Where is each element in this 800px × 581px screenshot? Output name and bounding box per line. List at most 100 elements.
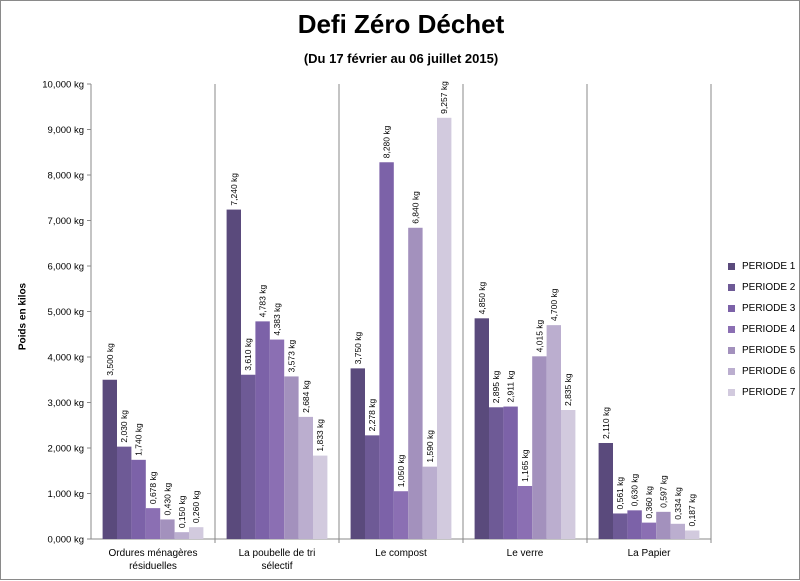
data-label-bg — [409, 178, 422, 224]
data-label-bg — [438, 68, 451, 114]
data-label-bg — [242, 325, 255, 371]
bar — [379, 162, 394, 539]
legend: PERIODE 1 PERIODE 2 PERIODE 3 PERIODE 4 PERI… — [728, 256, 795, 403]
bar — [160, 519, 175, 539]
legend-swatch — [728, 284, 735, 291]
data-label: 9,257 kg — [439, 81, 449, 114]
data-label: 0,630 kg — [630, 473, 640, 506]
bar — [474, 318, 489, 539]
y-axis-ticks: 0,000 kg 1,000 kg 2,000 kg 3,000 kg 4,000 kg… — [42, 80, 91, 546]
bar — [117, 446, 132, 539]
y-tick-label: 6,000 kg — [48, 262, 84, 273]
bar — [546, 325, 561, 539]
data-label: 3,500 kg — [105, 343, 115, 376]
legend-item: PERIODE 4 — [728, 319, 795, 340]
data-label: 3,610 kg — [243, 338, 253, 371]
data-label-bg — [314, 405, 327, 452]
y-tick-label: 3,000 kg — [48, 398, 84, 409]
bar — [641, 522, 657, 539]
data-label-bg — [285, 326, 298, 373]
legend-swatch — [728, 326, 735, 333]
data-label: 1,740 kg — [134, 423, 144, 456]
bar — [131, 459, 146, 539]
data-label: 4,015 kg — [534, 319, 544, 352]
data-label-bg — [118, 397, 131, 443]
legend-label: PERIODE 6 — [742, 366, 796, 377]
data-label: 6,840 kg — [410, 191, 420, 224]
data-label-bg — [175, 482, 188, 529]
data-label: 0,561 kg — [615, 477, 625, 510]
data-label: 4,783 kg — [258, 284, 268, 317]
bar — [313, 455, 328, 539]
data-label-bg — [103, 330, 116, 376]
legend-label: PERIODE 2 — [742, 282, 796, 293]
category-separators — [214, 84, 712, 543]
data-label-bg — [190, 477, 203, 524]
data-label-bg — [161, 469, 174, 516]
legend-swatch — [728, 305, 735, 312]
data-label: 1,833 kg — [315, 419, 325, 452]
data-label-bg — [395, 441, 407, 488]
bar — [613, 513, 628, 539]
bar — [517, 485, 533, 539]
x-tick-label: Le verre — [507, 548, 544, 559]
data-label: 0,334 kg — [673, 487, 683, 520]
bar — [670, 523, 685, 539]
bar — [422, 466, 437, 539]
bar — [532, 356, 547, 539]
y-tick-label: 7,000 kg — [48, 216, 84, 227]
data-label-bg — [256, 271, 269, 318]
data-labels: 3,500 kg 7,240 kg 3,750 kg 4,850 kg 2,110 kg… — [103, 68, 699, 529]
data-label: 7,240 kg — [229, 173, 239, 206]
bar — [269, 339, 285, 539]
data-label: 0,360 kg — [644, 486, 654, 519]
legend-item: PERIODE 5 — [728, 340, 795, 361]
x-tick-label: Ordures ménagères résiduelles — [109, 548, 198, 572]
data-label: 0,260 kg — [191, 490, 201, 523]
bar — [685, 530, 700, 539]
bar — [503, 406, 518, 539]
data-label: 0,597 kg — [658, 475, 668, 508]
data-label-bg — [380, 112, 393, 159]
data-label: 2,835 kg — [563, 373, 573, 406]
y-tick-label: 2,000 kg — [48, 444, 84, 455]
bar — [489, 407, 504, 539]
data-label: 2,278 kg — [367, 398, 377, 431]
data-label: 1,165 kg — [520, 449, 530, 482]
data-label: 2,895 kg — [491, 370, 501, 403]
bar — [350, 368, 365, 539]
data-label: 0,430 kg — [162, 483, 172, 516]
legend-item: PERIODE 1 — [728, 256, 795, 277]
data-label-bg — [132, 410, 145, 456]
chart-title: Defi Zéro Déchet — [297, 9, 505, 39]
data-label-bg — [423, 417, 436, 463]
y-tick-label: 10,000 kg — [42, 80, 84, 91]
x-tick-label: La poubelle de tri sélectif — [239, 548, 316, 572]
legend-swatch — [728, 347, 735, 354]
data-label-bg — [351, 318, 364, 365]
bar — [174, 532, 189, 539]
y-tick-label: 0,000 kg — [48, 535, 84, 546]
data-label: 0,187 kg — [687, 494, 697, 527]
data-label: 2,911 kg — [506, 370, 516, 402]
legend-swatch — [728, 263, 735, 270]
data-label-bg — [533, 306, 546, 353]
y-tick-label: 1,000 kg — [48, 489, 84, 500]
bar — [627, 510, 642, 539]
bars — [102, 117, 700, 539]
data-label-bg — [599, 393, 612, 439]
legend-item: PERIODE 2 — [728, 277, 795, 298]
bar — [189, 527, 204, 539]
legend-label: PERIODE 4 — [742, 324, 796, 335]
legend-swatch — [728, 389, 735, 396]
data-label-bg — [547, 275, 560, 322]
legend-label: PERIODE 3 — [742, 303, 796, 314]
data-label-bg — [628, 460, 641, 507]
data-label-bg — [299, 367, 312, 413]
y-tick-label: 5,000 kg — [48, 307, 84, 318]
data-label-bg — [614, 463, 627, 510]
legend-item: PERIODE 7 — [728, 382, 795, 403]
data-label-bg — [366, 385, 379, 432]
data-label: 3,750 kg — [353, 331, 363, 364]
